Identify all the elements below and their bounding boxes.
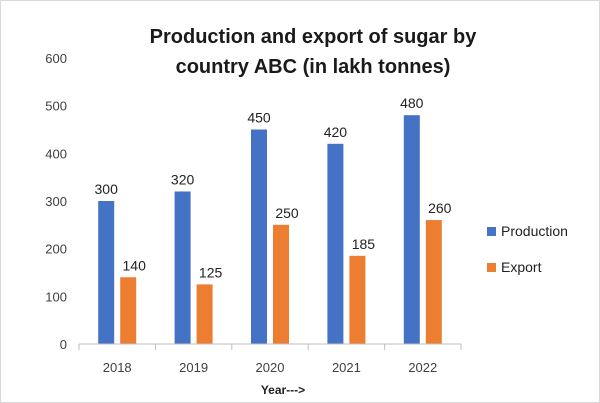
x-axis-ticks: 2018 2019 2020 2021 2022: [78, 344, 462, 375]
legend-swatch-export: [487, 263, 496, 272]
data-label-production: 300: [95, 181, 119, 197]
legend: Production Export: [487, 223, 568, 275]
bar-export-2019: [196, 284, 213, 344]
bar-export-2020: [273, 224, 289, 344]
bar-production-2018: [98, 201, 115, 344]
legend-label-export: Export: [501, 259, 542, 275]
x-axis-title: Year--->: [261, 383, 305, 397]
bar-production-2019: [174, 191, 191, 344]
y-axis-ticks: 0 100 200 300 400 500 600: [45, 51, 67, 352]
data-label-production: 450: [247, 110, 271, 126]
chart-title-line-1: Production and export of sugar by: [150, 26, 478, 48]
plot-area: 300 320 450 420 480 140 125 250 185 260: [95, 95, 452, 344]
data-label-export: 250: [275, 205, 299, 221]
x-tick-label: 2019: [179, 360, 208, 375]
y-tick-label: 0: [60, 337, 67, 352]
bar-export-2018: [120, 277, 137, 344]
y-tick-label: 300: [45, 194, 67, 209]
data-label-production: 320: [171, 171, 195, 187]
chart-title-line-2: country ABC (in lakh tonnes): [176, 56, 451, 78]
data-label-export: 125: [199, 264, 223, 280]
data-label-export: 185: [352, 236, 376, 252]
bar-export-2021: [349, 255, 366, 344]
legend-swatch-production: [487, 227, 496, 236]
bar-production-2021: [327, 143, 344, 344]
bar-production-2020: [251, 129, 267, 344]
y-tick-label: 600: [45, 51, 67, 66]
x-tick-label: 2022: [408, 360, 437, 375]
data-label-production: 480: [400, 95, 424, 111]
y-tick-label: 100: [45, 289, 67, 304]
bar-export-2022: [425, 220, 442, 344]
data-label-export: 260: [428, 200, 452, 216]
y-tick-label: 500: [45, 99, 67, 114]
x-tick-label: 2018: [103, 360, 132, 375]
bar-production-2022: [403, 115, 420, 344]
data-label-production: 420: [324, 124, 348, 140]
y-tick-label: 400: [45, 146, 67, 161]
legend-label-production: Production: [501, 223, 568, 239]
x-tick-label: 2021: [332, 360, 361, 375]
x-tick-label: 2020: [256, 360, 285, 375]
y-tick-label: 200: [45, 242, 67, 257]
data-label-export: 140: [123, 257, 147, 273]
